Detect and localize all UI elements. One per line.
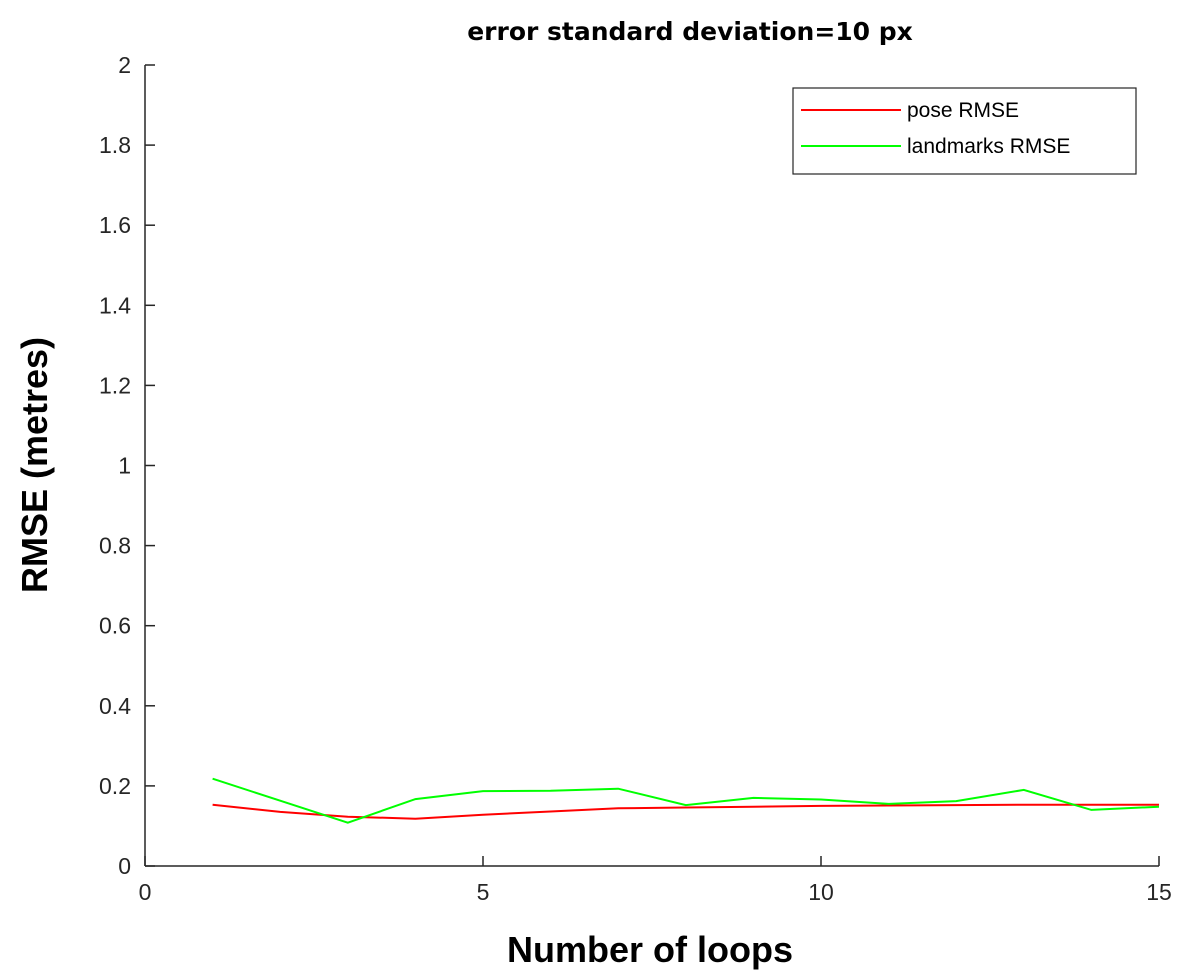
y-tick-label: 1.8 [99,132,131,158]
y-tick-label: 1.6 [99,212,131,238]
x-tick-label: 15 [1146,879,1172,905]
y-tick-label: 1 [118,453,131,479]
series-line-landmarks-rmse [212,777,1160,824]
y-tick-label: 0.6 [99,613,131,639]
legend-label: landmarks RMSE [907,135,1070,158]
y-tick-label: 1.4 [99,292,131,318]
y-tick-label: 2 [118,52,131,78]
legend-label: pose RMSE [907,99,1019,122]
y-axis-label: RMSE (metres) [14,337,55,593]
y-tick-label: 0.8 [99,533,131,559]
y-tick-label: 0.2 [99,773,131,799]
x-tick-label: 10 [808,879,834,905]
series-line-pose-rmse [212,803,1159,820]
y-tick-label: 1.2 [99,372,131,398]
y-tick-label: 0 [118,853,131,879]
x-axis-label: Number of loops [507,929,793,970]
series-layer [212,777,1160,824]
axes: 0 0.2 0.4 0.6 0.8 1 1.2 1.4 1.6 1.8 2 0 5 10 15 [99,52,1172,905]
x-tick-label: 5 [477,879,490,905]
legend-box [792,87,1137,175]
y-tick-label: 0.4 [99,693,131,719]
legend: pose RMSE landmarks RMSE [792,87,1137,175]
x-tick-label: 0 [139,879,152,905]
chart-title: error standard deviation=10 px [467,17,913,46]
